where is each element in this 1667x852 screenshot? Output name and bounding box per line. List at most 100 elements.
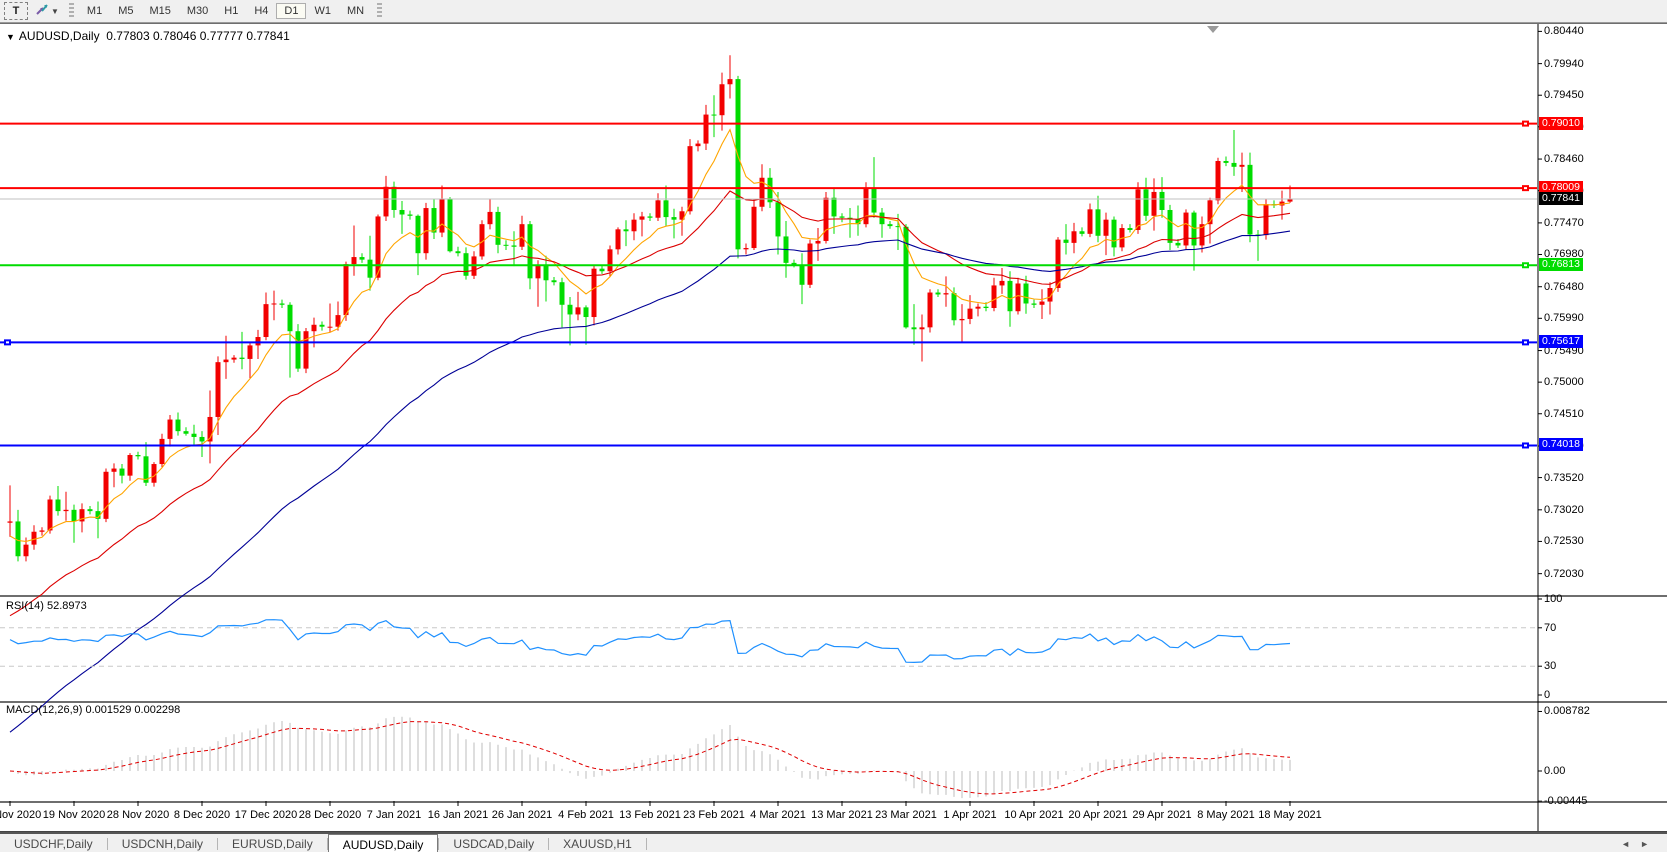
cursor-mode-button[interactable]: ▼ <box>32 3 62 19</box>
date-axis-label: 8 May 2021 <box>1197 809 1255 821</box>
tab-divider <box>106 838 108 850</box>
price-axis-tick: 0.76980 <box>1544 248 1584 261</box>
timeframe-button-MN[interactable]: MN <box>346 5 365 17</box>
macd-axis-tick: 0.00 <box>1544 765 1566 777</box>
date-axis-label: 23 Mar 2021 <box>875 809 937 821</box>
level-price-badge: 0.76813 <box>1539 258 1583 272</box>
chart-tab-EURUSD[interactable]: EURUSD,Daily <box>232 837 313 851</box>
date-axis-label: 26 Jan 2021 <box>491 809 553 821</box>
chart-shift-marker-icon[interactable] <box>1207 26 1219 33</box>
date-axis-label: 20 Apr 2021 <box>1068 809 1128 821</box>
rsi-axis-tick: 30 <box>1544 660 1557 673</box>
date-axis-label: 10 Nov 2020 <box>0 809 42 821</box>
price-axis-tick: 0.80440 <box>1544 25 1584 38</box>
level-price-badge: 0.78009 <box>1539 181 1583 195</box>
timeframe-button-M5[interactable]: M5 <box>118 5 134 17</box>
timeframe-button-M15[interactable]: M15 <box>149 5 171 17</box>
chart-tab-USDCHF[interactable]: USDCHF,Daily <box>14 837 93 851</box>
tab-divider <box>438 838 440 850</box>
timeframe-button-W1[interactable]: W1 <box>314 5 331 17</box>
chart-tab-USDCNH[interactable]: USDCNH,Daily <box>121 837 204 851</box>
top-toolbar: T ▼ M1 M5 M15 M30 H1 H4 D1 W1 MN <box>0 0 1667 23</box>
date-axis-label: 19 Nov 2020 <box>42 809 106 821</box>
rsi-line <box>9 619 1291 664</box>
date-axis-label: 23 Feb 2021 <box>683 809 745 821</box>
chart-title: ▼ AUDUSD,Daily 0.77803 0.78046 0.77777 0.… <box>6 29 290 43</box>
panel-separator <box>0 801 1667 803</box>
price-axis-tick: 0.75990 <box>1544 312 1584 325</box>
date-axis-label: 1 Apr 2021 <box>943 809 997 821</box>
scroll-left-icon[interactable]: ◄ <box>1621 839 1631 849</box>
macd-signal-line <box>9 721 1291 795</box>
tab-divider <box>645 838 647 850</box>
price-axis-tick: 0.78460 <box>1544 153 1584 166</box>
crosshair-icon <box>35 3 50 20</box>
price-axis-tick: 0.74510 <box>1544 407 1584 420</box>
rsi-axis-tick: 0 <box>1544 689 1551 701</box>
chart-tab-bar: USDCHF,Daily USDCNH,Daily EURUSD,Daily AUDU… <box>0 832 1667 852</box>
tab-divider <box>217 838 219 850</box>
timeframe-button-M1[interactable]: M1 <box>86 5 103 17</box>
moving-average-line-55[interactable] <box>9 230 1291 733</box>
moving-average-line-8[interactable] <box>9 128 1291 542</box>
price-axis-tick: 0.79450 <box>1544 89 1584 102</box>
macd-axis-tick: -0.00445 <box>1544 795 1588 808</box>
panel-separator <box>0 701 1667 703</box>
chart-tab-XAUUSD[interactable]: XAUUSD,H1 <box>563 837 632 851</box>
date-axis-label: 13 Feb 2021 <box>619 809 681 821</box>
date-axis-label: 8 Dec 2020 <box>173 809 231 821</box>
macd-histogram <box>17 716 1291 799</box>
toolbar-grip <box>68 3 74 19</box>
timeframe-button-H1[interactable]: H1 <box>224 5 239 17</box>
date-axis-label: 16 Jan 2021 <box>427 809 489 821</box>
date-axis-label: 28 Nov 2020 <box>106 809 170 821</box>
price-axis-tick: 0.72030 <box>1544 567 1584 580</box>
chevron-down-icon: ▼ <box>51 6 59 16</box>
toolbar-grip-2 <box>377 3 383 19</box>
timeframe-button-D1[interactable]: D1 <box>276 3 307 19</box>
chart-window[interactable]: ▼ AUDUSD,Daily 0.77803 0.78046 0.77777 0.… <box>0 23 1667 832</box>
chart-canvas[interactable] <box>0 24 1667 832</box>
chart-symbol-label: AUDUSD,Daily <box>18 29 100 43</box>
macd-axis-tick: 0.008782 <box>1544 705 1590 718</box>
level-price-badge: 0.74018 <box>1539 438 1583 452</box>
chart-ohlc-values: 0.77803 0.78046 0.77777 0.77841 <box>106 29 290 43</box>
price-axis-tick: 0.77470 <box>1544 216 1584 229</box>
rsi-axis-tick: 70 <box>1544 621 1557 634</box>
moving-average-line-24[interactable] <box>9 190 1291 617</box>
price-axis-tick: 0.75000 <box>1544 376 1584 389</box>
date-axis-label: 18 May 2021 <box>1258 809 1322 821</box>
price-axis-tick: 0.73020 <box>1544 503 1584 516</box>
date-axis-label: 29 Apr 2021 <box>1132 809 1192 821</box>
collapse-triangle-icon[interactable]: ▼ <box>6 32 15 42</box>
price-axis-tick: 0.76480 <box>1544 280 1584 293</box>
date-axis-label: 7 Jan 2021 <box>366 809 422 821</box>
chart-tab-AUDUSD[interactable]: AUDUSD,Daily <box>327 834 439 852</box>
tab-scroll-arrows: ◄ ► <box>1621 834 1649 852</box>
date-axis-ticks <box>9 801 1291 806</box>
level-price-badge: 0.75617 <box>1539 335 1583 349</box>
panel-separator <box>0 595 1667 597</box>
timeframe-button-H4[interactable]: H4 <box>254 5 269 17</box>
level-price-badge: 0.79010 <box>1539 116 1583 130</box>
timeframe-button-M30[interactable]: M30 <box>186 5 209 17</box>
date-axis-label: 4 Mar 2021 <box>750 809 806 821</box>
date-axis-label: 4 Feb 2021 <box>558 809 614 821</box>
text-tool-button[interactable]: T <box>4 2 28 20</box>
price-axis-tick: 0.73520 <box>1544 471 1584 484</box>
bottom-separator <box>0 831 1667 832</box>
chart-tab-USDCAD[interactable]: USDCAD,Daily <box>453 837 535 851</box>
date-axis-label: 13 Mar 2021 <box>811 809 873 821</box>
timeframe-button-group: M1 M5 M15 M30 H1 H4 D1 W1 MN <box>79 3 372 19</box>
date-axis-label: 28 Dec 2020 <box>298 809 362 821</box>
price-axis-tick: 0.72530 <box>1544 535 1584 548</box>
tab-divider <box>548 838 550 850</box>
scroll-right-icon[interactable]: ► <box>1640 839 1649 849</box>
rsi-indicator-label: RSI(14) 52.8973 <box>6 600 87 612</box>
price-axis-tick: 0.79940 <box>1544 57 1584 70</box>
date-axis-label: 10 Apr 2021 <box>1004 809 1064 821</box>
tab-divider <box>326 838 328 850</box>
macd-indicator-label: MACD(12,26,9) 0.001529 0.002298 <box>6 704 181 716</box>
rsi-axis-tick: 100 <box>1544 593 1563 605</box>
